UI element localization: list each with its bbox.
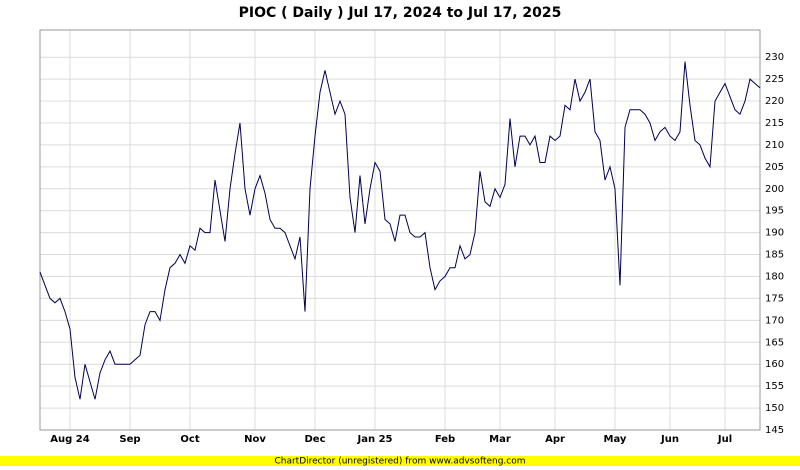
y-tick-label: 150 bbox=[765, 403, 784, 414]
y-tick-label: 195 bbox=[765, 206, 784, 217]
footer: ChartDirector (unregistered) from www.ad… bbox=[274, 457, 525, 467]
y-tick-label: 190 bbox=[765, 228, 784, 239]
price-line bbox=[39, 61, 761, 400]
footer-band bbox=[0, 456, 800, 466]
x-tick-label: Dec bbox=[304, 434, 325, 445]
y-tick-label: 175 bbox=[765, 293, 784, 304]
y-tick-label: 170 bbox=[765, 315, 784, 326]
chart-title: PIOC ( Daily ) Jul 17, 2024 to Jul 17, 2… bbox=[239, 5, 562, 21]
y-tick-label: 210 bbox=[765, 140, 784, 151]
x-tick-label: Sep bbox=[119, 434, 140, 445]
x-tick-label: Jun bbox=[660, 434, 679, 445]
x-tick-label: May bbox=[604, 434, 627, 445]
y-tick-label: 230 bbox=[765, 52, 784, 63]
x-tick-label: Aug 24 bbox=[50, 434, 89, 445]
x-tick-label: Jan 25 bbox=[357, 434, 393, 445]
y-tick-label: 160 bbox=[765, 359, 784, 370]
x-tick-label: Oct bbox=[180, 434, 199, 445]
y-tick-label: 205 bbox=[765, 162, 784, 173]
y-tick-label: 225 bbox=[765, 74, 784, 85]
y-tick-label: 180 bbox=[765, 271, 784, 282]
x-tick-label: Apr bbox=[545, 434, 565, 445]
x-tick-label: Feb bbox=[435, 434, 455, 445]
y-tick-label: 155 bbox=[765, 381, 784, 392]
y-tick-label: 145 bbox=[765, 425, 784, 436]
x-tick-label: Nov bbox=[244, 434, 266, 445]
y-tick-label: 215 bbox=[765, 118, 784, 129]
y-tick-label: 165 bbox=[765, 337, 784, 348]
y-tick-label: 185 bbox=[765, 250, 784, 261]
plot-frame bbox=[39, 29, 761, 431]
y-tick-label: 220 bbox=[765, 96, 784, 107]
y-tick-label: 200 bbox=[765, 184, 784, 195]
x-tick-label: Jul bbox=[717, 434, 732, 445]
x-tick-label: Mar bbox=[489, 434, 511, 445]
